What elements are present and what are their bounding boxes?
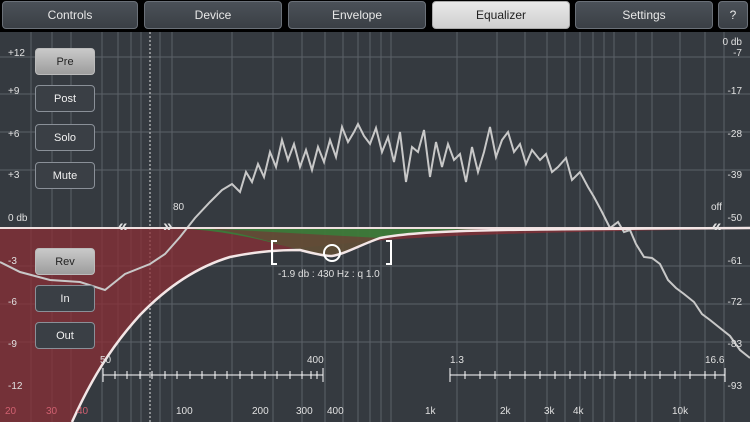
freq-label: 30 — [46, 406, 58, 417]
eq-axis-label: -9 — [8, 339, 17, 350]
freq-label: 1k — [425, 406, 436, 417]
zoom-scale-left[interactable] — [102, 368, 324, 382]
freq-label: 2k — [500, 406, 511, 417]
eq-axis-label: 0 db — [8, 213, 28, 224]
eq-axis-label: +12 — [8, 48, 25, 59]
eq-axis-label: +3 — [8, 170, 20, 181]
freq-label: 100 — [176, 406, 193, 417]
eq-axis-label: +6 — [8, 129, 20, 140]
eq-axis-label: -3 — [8, 256, 17, 267]
help-button[interactable]: ? — [718, 1, 748, 29]
freq-label: 200 — [252, 406, 269, 417]
freq-label: 40 — [77, 406, 89, 417]
highpass-left-arrow-icon[interactable]: « — [118, 216, 128, 235]
band-left-bracket[interactable] — [271, 240, 277, 265]
tab-bar: Controls Device Envelope Equalizer Setti… — [0, 0, 750, 32]
eq-response-curve — [70, 226, 750, 422]
tab-envelope[interactable]: Envelope — [288, 1, 426, 29]
out-button[interactable]: Out — [35, 322, 95, 349]
spectrum-axis-label: -28 — [727, 129, 742, 140]
spectrum-axis-label: -83 — [727, 339, 742, 350]
spectrum-axis-label: -17 — [727, 86, 742, 97]
eq-axis-label: -12 — [8, 381, 23, 392]
mute-button[interactable]: Mute — [35, 162, 95, 189]
highpass-frequency-label: 80 — [173, 202, 185, 213]
post-button[interactable]: Post — [35, 85, 95, 112]
zoom-right-end-label: 16.6 — [705, 355, 725, 366]
eq-axis-label: -6 — [8, 297, 17, 308]
spectrum-axis-label: -61 — [727, 256, 742, 267]
lowpass-frequency-label: off — [711, 202, 722, 213]
lowpass-arrow-icon[interactable]: « — [712, 216, 722, 235]
band-handle[interactable] — [323, 244, 341, 262]
in-button[interactable]: In — [35, 285, 95, 312]
freq-label: 300 — [296, 406, 313, 417]
eq-graph — [0, 32, 750, 422]
tab-settings[interactable]: Settings — [575, 1, 713, 29]
cut-edge — [150, 228, 750, 307]
spectrum-line — [0, 121, 750, 359]
eq-plot[interactable]: +12 +9 +6 +3 0 db -3 -6 -9 -12 0 db -7 -… — [0, 32, 750, 422]
spectrum-axis-label: -93 — [727, 381, 742, 392]
tab-device[interactable]: Device — [144, 1, 282, 29]
freq-label: 400 — [327, 406, 344, 417]
tab-equalizer[interactable]: Equalizer — [432, 1, 570, 29]
zoom-right-start-label: 1.3 — [450, 355, 464, 366]
highpass-cut-area — [0, 228, 750, 422]
solo-button[interactable]: Solo — [35, 124, 95, 151]
pre-button[interactable]: Pre — [35, 48, 95, 75]
band-readout: -1.9 db : 430 Hz : q 1.0 — [278, 269, 380, 280]
band-right-bracket[interactable] — [386, 240, 392, 265]
spectrum-axis-label: -50 — [727, 213, 742, 224]
eq-axis-label: +9 — [8, 86, 20, 97]
spectrum-axis-label: -39 — [727, 170, 742, 181]
band-cut-area — [200, 228, 380, 256]
spectrum-axis-label: -7 — [733, 48, 742, 59]
rev-button[interactable]: Rev — [35, 248, 95, 275]
zoom-scale-right[interactable] — [449, 368, 726, 382]
tab-controls[interactable]: Controls — [2, 1, 138, 29]
zoom-left-end-label: 400 — [307, 355, 324, 366]
freq-label: 10k — [672, 406, 689, 417]
freq-label: 3k — [544, 406, 555, 417]
spectrum-axis-label: 0 db — [722, 37, 742, 48]
freq-label: 4k — [573, 406, 584, 417]
spectrum-axis-label: -72 — [727, 297, 742, 308]
freq-label: 20 — [5, 406, 17, 417]
highpass-right-arrow-icon[interactable]: « — [163, 216, 173, 235]
zoom-left-start-label: 50 — [100, 355, 112, 366]
